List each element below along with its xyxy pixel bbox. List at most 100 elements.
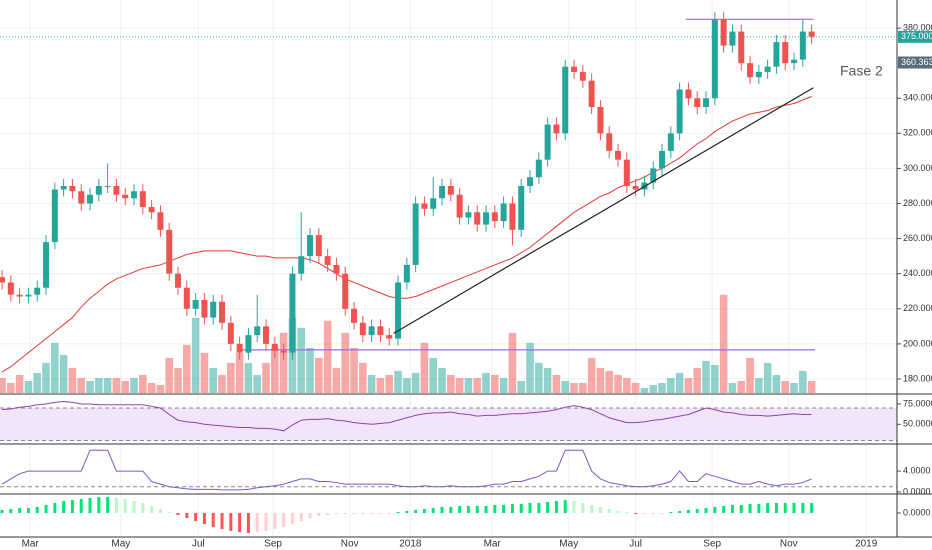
- candle-body: [342, 273, 349, 309]
- histogram-bar: [704, 508, 708, 513]
- candle-body: [808, 31, 815, 37]
- volume-bar: [719, 294, 728, 393]
- candle-body: [271, 343, 278, 351]
- histogram-bar: [352, 513, 356, 514]
- candle-body: [500, 203, 507, 222]
- candle-body: [183, 287, 190, 309]
- volume-bar: [279, 332, 288, 393]
- indicator-line: [1, 401, 812, 432]
- histogram-bar: [801, 503, 805, 513]
- candle-body: [34, 287, 41, 295]
- histogram-bar: [642, 513, 646, 514]
- histogram-bar: [660, 513, 664, 514]
- histogram-bar: [167, 512, 171, 513]
- histogram-bar: [44, 505, 48, 513]
- volume-bar: [711, 364, 719, 393]
- x-tick-label: 2019: [855, 539, 878, 550]
- candle-body: [447, 185, 454, 195]
- histogram-bar: [326, 513, 330, 515]
- volume-bar: [570, 382, 578, 393]
- candle-body: [676, 89, 683, 134]
- candle-body: [738, 31, 745, 64]
- histogram-bar: [106, 497, 110, 513]
- candle-body: [632, 185, 639, 190]
- volume-bar: [350, 347, 358, 393]
- volume-bar: [455, 377, 464, 393]
- price-badge: [898, 56, 932, 69]
- volume-bar: [112, 377, 121, 393]
- candle-body: [289, 273, 296, 353]
- candle-body: [597, 107, 604, 134]
- volume-bar: [587, 357, 596, 393]
- histogram-bar: [537, 503, 541, 513]
- histogram-bar: [431, 508, 435, 513]
- volume-bar: [614, 374, 622, 393]
- histogram-bar: [88, 498, 92, 513]
- histogram-bar: [783, 503, 787, 513]
- histogram-bar: [308, 513, 312, 518]
- annotation: Fase 2: [840, 63, 883, 79]
- volume-bar: [781, 380, 790, 393]
- volume-bar: [227, 362, 235, 393]
- candle-body: [623, 159, 630, 186]
- volume-bar: [605, 370, 614, 393]
- volume-bar: [174, 367, 182, 393]
- candle-body: [113, 185, 120, 195]
- histogram-bar: [141, 503, 145, 513]
- y-tick-label: 75.0000: [903, 398, 932, 408]
- candle-body: [430, 198, 437, 209]
- histogram-bar: [502, 505, 506, 513]
- candle-body: [298, 256, 305, 274]
- candle-body: [667, 133, 674, 151]
- indicator-line: [1, 449, 812, 491]
- histogram-bar: [458, 506, 462, 513]
- histogram-bar: [634, 513, 638, 514]
- candle-body: [16, 294, 23, 297]
- histogram-bar: [405, 511, 409, 513]
- candle-body: [315, 235, 322, 257]
- histogram-bar: [572, 501, 576, 513]
- volume-bar: [561, 380, 570, 393]
- volume-bar: [658, 382, 666, 393]
- candle-body: [87, 194, 94, 204]
- x-tick-label: Sep: [264, 539, 282, 550]
- histogram-bar: [616, 511, 620, 513]
- histogram-bar: [766, 503, 770, 513]
- histogram-bar: [396, 512, 400, 513]
- histogram-bar: [810, 503, 814, 513]
- volume-bar: [693, 367, 702, 393]
- volume-bar: [0, 377, 6, 393]
- histogram-bar: [158, 509, 162, 513]
- volume-bar: [535, 362, 543, 393]
- histogram-bar: [528, 503, 532, 513]
- x-tick-label: Sep: [703, 539, 721, 550]
- volume-bar: [447, 374, 455, 393]
- volume-bar: [799, 370, 807, 393]
- histogram-bar: [510, 504, 514, 513]
- histogram-bar: [238, 513, 242, 532]
- level-band: [0, 408, 897, 441]
- volume-bar: [359, 362, 367, 393]
- histogram-bar: [26, 508, 30, 513]
- y-tick-label: 380.000: [903, 22, 932, 32]
- volume-bar: [121, 380, 130, 393]
- candle-body: [465, 212, 472, 218]
- histogram-bar: [361, 513, 365, 514]
- candle-body: [210, 301, 217, 318]
- candle-body: [439, 185, 446, 199]
- x-tick-label: Jul: [629, 539, 642, 550]
- y-tick-label: 200.000: [903, 338, 932, 348]
- volume-bar: [156, 384, 165, 393]
- x-tick-label: Mar: [484, 539, 502, 550]
- histogram-bar: [62, 501, 66, 513]
- candle-body: [175, 273, 182, 288]
- volume-bar: [191, 317, 200, 393]
- candle-body: [192, 300, 199, 309]
- candle-body: [78, 191, 85, 204]
- histogram-bar: [334, 513, 338, 514]
- volume-bar: [420, 342, 429, 393]
- candle-body: [588, 80, 595, 108]
- histogram-bar: [114, 498, 118, 513]
- candle-body: [773, 42, 780, 67]
